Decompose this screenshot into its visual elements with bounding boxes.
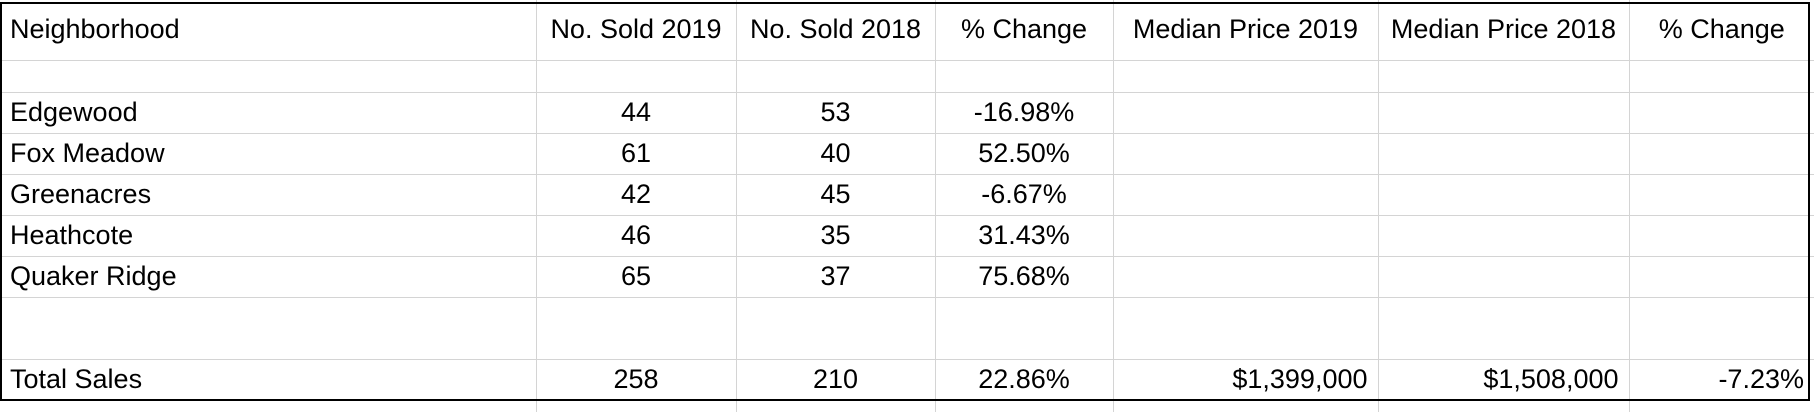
table-row: Greenacres 42 45 -6.67% (0, 173, 1814, 215)
neighborhood-cell[interactable]: Fox Meadow (0, 132, 536, 174)
neighborhood-cell[interactable]: Quaker Ridge (0, 255, 536, 297)
sold-2019-cell[interactable]: 46 (535, 214, 736, 256)
sold-2018-cell[interactable]: 53 (735, 91, 935, 133)
gridline (1629, 401, 1630, 412)
empty-cell[interactable] (1377, 296, 1629, 359)
pct-change-cell[interactable]: -16.98% (934, 91, 1113, 133)
sold-2019-cell[interactable]: 42 (535, 173, 736, 215)
sales-table: Neighborhood No. Sold 2019 No. Sold 2018… (0, 0, 1814, 399)
header-row: Neighborhood No. Sold 2019 No. Sold 2018… (0, 0, 1814, 60)
header-pct-change[interactable]: % Change (934, 0, 1113, 60)
empty-cell[interactable] (1628, 59, 1814, 92)
gridline (1378, 401, 1379, 412)
neighborhood-cell[interactable]: Greenacres (0, 173, 536, 215)
empty-cell[interactable] (1377, 91, 1629, 133)
empty-cell[interactable] (1112, 214, 1378, 256)
total-median-pct-change-cell[interactable]: -7.23% (1628, 358, 1814, 399)
empty-cell[interactable] (1377, 59, 1629, 92)
empty-cell[interactable] (1628, 214, 1814, 256)
empty-cell[interactable] (1112, 91, 1378, 133)
total-pct-change-cell[interactable]: 22.86% (934, 358, 1113, 399)
table-row: Quaker Ridge 65 37 75.68% (0, 255, 1814, 297)
empty-cell[interactable] (535, 59, 736, 92)
empty-cell[interactable] (0, 59, 536, 92)
empty-cell[interactable] (1628, 255, 1814, 297)
empty-cell[interactable] (1377, 255, 1629, 297)
table-row: Heathcote 46 35 31.43% (0, 214, 1814, 256)
sold-2019-cell[interactable]: 61 (535, 132, 736, 174)
empty-cell[interactable] (0, 296, 536, 359)
empty-cell[interactable] (1112, 255, 1378, 297)
gridline (736, 401, 737, 412)
empty-cell[interactable] (1628, 91, 1814, 133)
header-sold-2018[interactable]: No. Sold 2018 (735, 0, 935, 60)
pct-change-cell[interactable]: 75.68% (934, 255, 1113, 297)
header-neighborhood[interactable]: Neighborhood (10, 14, 180, 45)
blank-row (0, 59, 1814, 92)
empty-cell[interactable] (1377, 173, 1629, 215)
empty-cell[interactable] (1628, 132, 1814, 174)
empty-cell[interactable] (1112, 59, 1378, 92)
pct-change-cell[interactable]: -6.67% (934, 173, 1113, 215)
sold-2018-cell[interactable]: 35 (735, 214, 935, 256)
table-row: Edgewood 44 53 -16.98% (0, 91, 1814, 133)
gridline (1113, 401, 1114, 412)
pct-change-cell[interactable]: 52.50% (934, 132, 1113, 174)
empty-cell[interactable] (1377, 132, 1629, 174)
empty-cell[interactable] (735, 59, 935, 92)
sold-2018-cell[interactable]: 45 (735, 173, 935, 215)
total-median-2018-cell[interactable]: $1,508,000 (1377, 358, 1629, 399)
sold-2018-cell[interactable]: 37 (735, 255, 935, 297)
neighborhood-cell[interactable]: Edgewood (0, 91, 536, 133)
header-median-2018[interactable]: Median Price 2018 (1377, 0, 1629, 60)
sold-2019-cell[interactable]: 44 (535, 91, 736, 133)
empty-cell[interactable] (934, 296, 1113, 359)
total-sold-2019-cell[interactable]: 258 (535, 358, 736, 399)
total-sold-2018-cell[interactable]: 210 (735, 358, 935, 399)
empty-cell[interactable] (934, 59, 1113, 92)
empty-cell[interactable] (1112, 296, 1378, 359)
empty-cell[interactable] (1112, 173, 1378, 215)
table-row: Fox Meadow 61 40 52.50% (0, 132, 1814, 174)
neighborhood-cell[interactable]: Heathcote (0, 214, 536, 256)
total-label-cell[interactable]: Total Sales (0, 358, 536, 399)
header-median-pct-change[interactable]: % Change (1628, 0, 1814, 60)
blank-row (0, 296, 1814, 359)
empty-cell[interactable] (1628, 296, 1814, 359)
pct-change-cell[interactable]: 31.43% (934, 214, 1113, 256)
sold-2018-cell[interactable]: 40 (735, 132, 935, 174)
gridline (935, 401, 936, 412)
gridline (536, 401, 537, 412)
header-sold-2019[interactable]: No. Sold 2019 (535, 0, 736, 60)
empty-cell[interactable] (735, 296, 935, 359)
total-row: Total Sales 258 210 22.86% $1,399,000 $1… (0, 358, 1814, 399)
empty-cell[interactable] (535, 296, 736, 359)
header-median-2019[interactable]: Median Price 2019 (1112, 0, 1378, 60)
total-median-2019-cell[interactable]: $1,399,000 (1112, 358, 1378, 399)
empty-cell[interactable] (1628, 173, 1814, 215)
empty-cell[interactable] (1377, 214, 1629, 256)
sold-2019-cell[interactable]: 65 (535, 255, 736, 297)
empty-cell[interactable] (1112, 132, 1378, 174)
